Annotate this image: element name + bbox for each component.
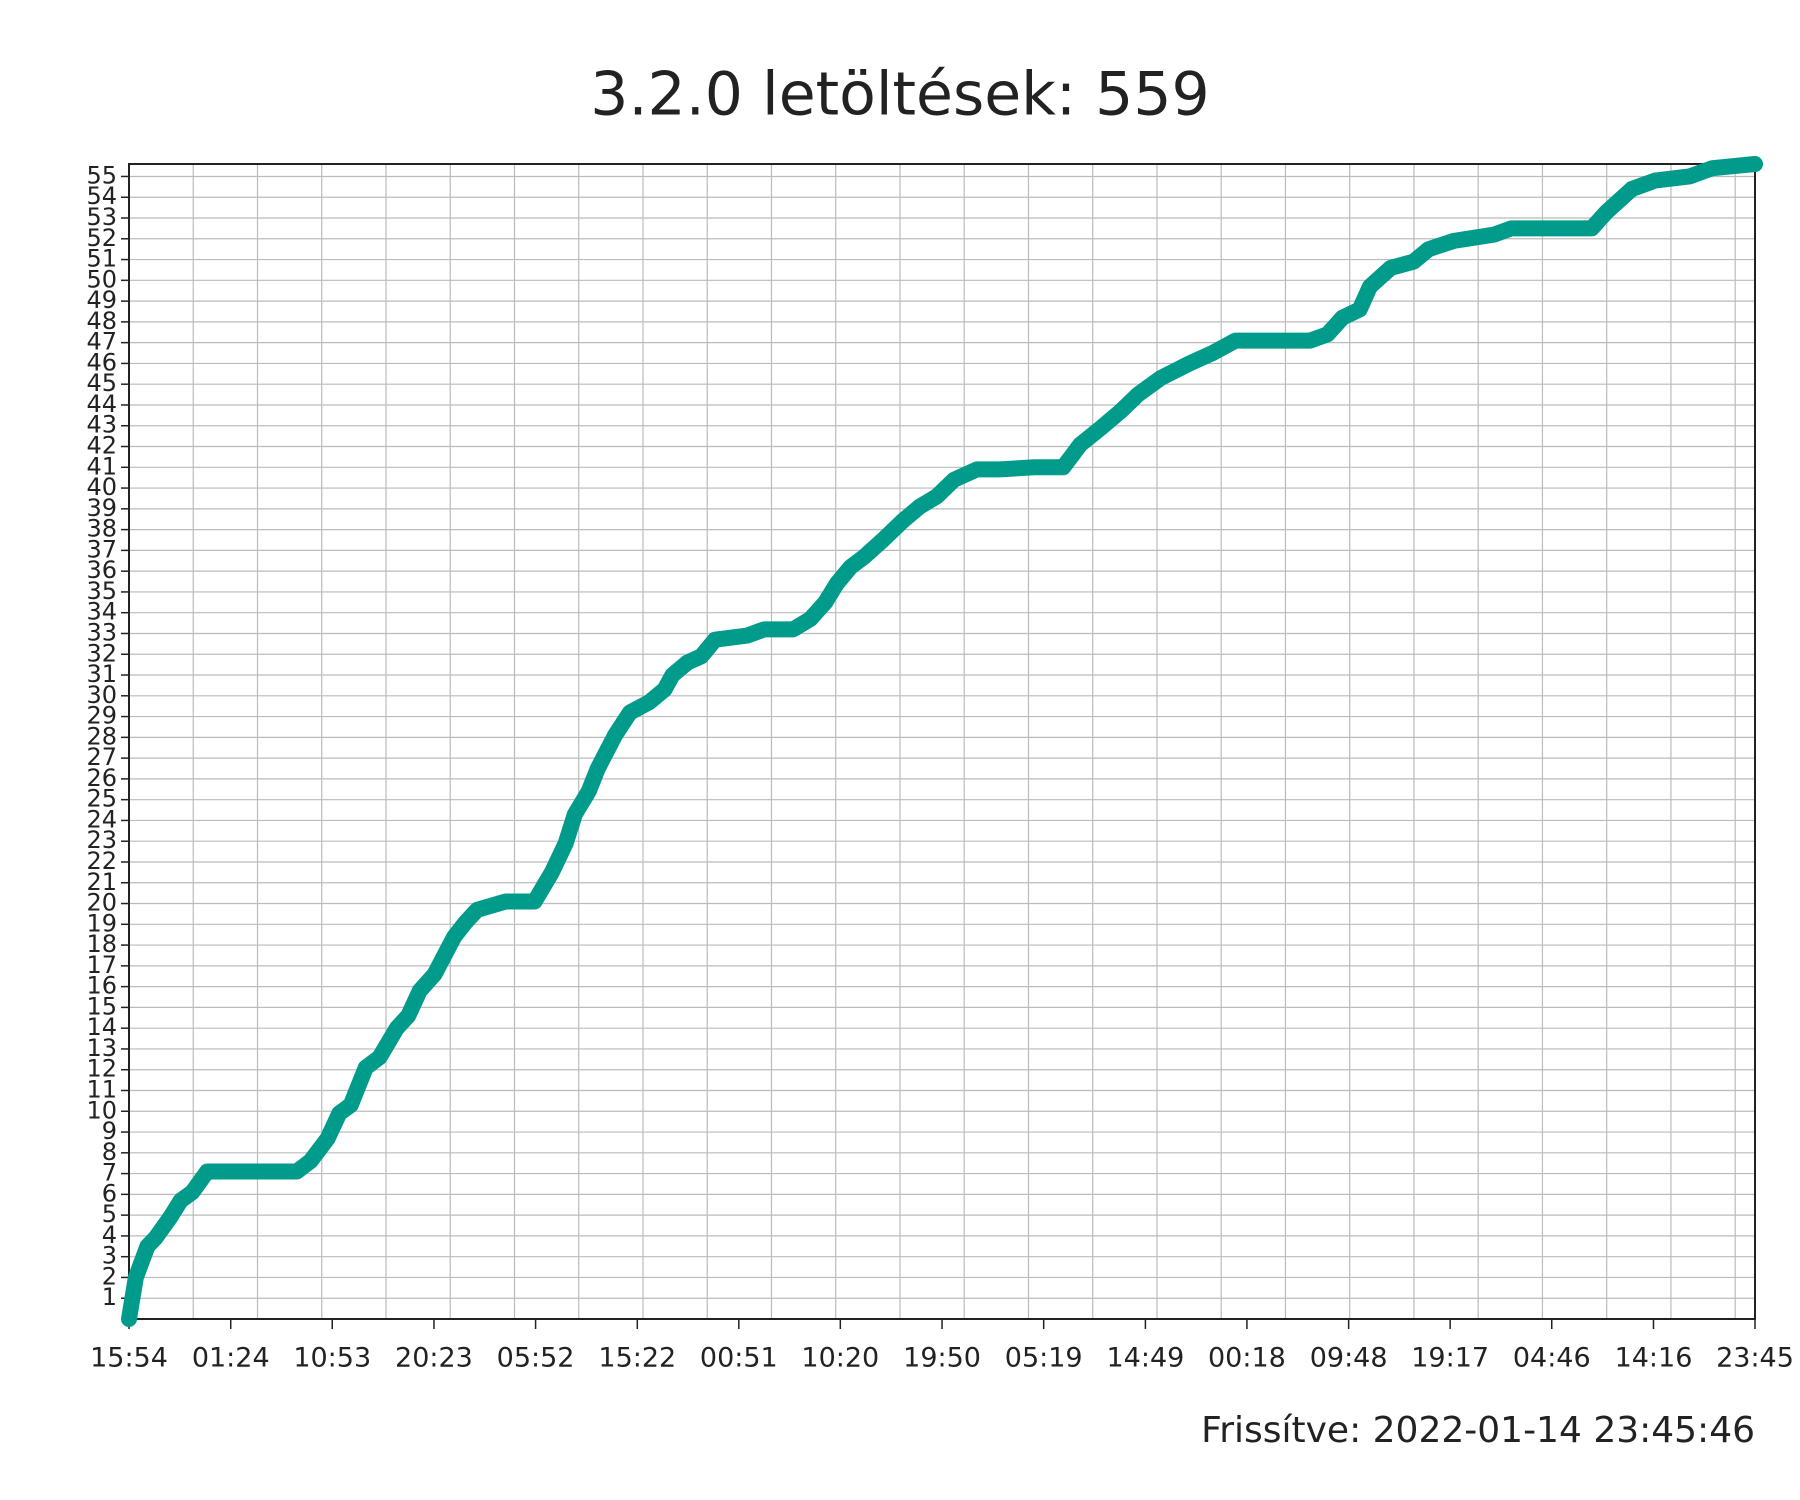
- plot-frame: [128, 163, 1756, 1320]
- y-tick-label: 16: [86, 972, 117, 1000]
- y-tick-label: 24: [86, 805, 117, 833]
- y-tick-label: 9: [102, 1117, 117, 1145]
- y-tick-label: 34: [86, 598, 117, 626]
- footer: Frissítve: 2022-01-14 23:45:46: [1201, 1410, 1755, 1451]
- x-tick-label: 04:46: [1513, 1343, 1591, 1374]
- y-tick-label: 10: [86, 1096, 117, 1124]
- y-tick-label: 49: [86, 286, 117, 314]
- y-tick-label: 18: [86, 930, 117, 958]
- y-tick-label: 27: [86, 743, 117, 771]
- x-tick-label: 14:16: [1615, 1343, 1693, 1374]
- y-tick-label: 33: [86, 618, 117, 646]
- y-tick-label: 39: [86, 494, 117, 522]
- y-tick-label: 28: [86, 722, 117, 750]
- y-tick-label: 51: [86, 245, 117, 273]
- x-tick-label: 19:17: [1411, 1343, 1489, 1374]
- y-tick-label: 37: [86, 535, 117, 563]
- y-tick-label: 19: [86, 909, 117, 937]
- y-tick-label: 2: [102, 1262, 117, 1290]
- y-tick-label: 7: [102, 1159, 117, 1187]
- x-tick-label: 23:45: [1716, 1343, 1794, 1374]
- y-tick-label: 48: [86, 307, 117, 335]
- y-tick-label: 32: [86, 639, 117, 667]
- y-tick-label: 30: [86, 681, 117, 709]
- y-tick-label: 47: [86, 328, 117, 356]
- y-tick-label: 36: [86, 556, 117, 584]
- x-tick-label: 14:49: [1106, 1343, 1184, 1374]
- y-tick-label: 20: [86, 889, 117, 917]
- y-tick-label: 50: [86, 265, 117, 293]
- x-tick-label: 09:48: [1310, 1343, 1388, 1374]
- y-tick-label: 8: [102, 1138, 117, 1166]
- chart-title: 3.2.0 letöltések: 559: [590, 60, 1209, 130]
- y-tick-label: 44: [86, 390, 117, 418]
- y-tick-label: 22: [86, 847, 117, 875]
- x-tick-label: 15:22: [598, 1343, 676, 1374]
- y-tick-label: 40: [86, 473, 117, 501]
- x-tick-label: 05:52: [497, 1343, 575, 1374]
- x-tick-label: 05:19: [1005, 1343, 1083, 1374]
- y-tick-label: 25: [86, 785, 117, 813]
- x-tick-label: 19:50: [903, 1343, 981, 1374]
- y-tick-label: 46: [86, 348, 117, 376]
- y-tick-label: 11: [86, 1075, 117, 1103]
- y-tick-label: 54: [86, 182, 117, 210]
- x-tick-label: 01:24: [192, 1343, 270, 1374]
- x-tick-label: 10:20: [801, 1343, 879, 1374]
- y-tick-label: 4: [102, 1221, 117, 1249]
- y-tick-label: 17: [86, 951, 117, 979]
- y-tick-label: 5: [102, 1200, 117, 1228]
- y-tick-label: 23: [86, 826, 117, 854]
- y-tick-label: 31: [86, 660, 117, 688]
- y-tick-label: 35: [86, 577, 117, 605]
- y-tick-label: 12: [86, 1055, 117, 1083]
- y-tick-label: 41: [86, 452, 117, 480]
- y-tick-label: 43: [86, 411, 117, 439]
- y-tick-label: 45: [86, 369, 117, 397]
- y-tick-label: 26: [86, 764, 117, 792]
- data-line: [121, 156, 1763, 1327]
- y-tick-label: 42: [86, 432, 117, 460]
- x-tick-label: 15:54: [90, 1343, 168, 1374]
- x-tick-label: 00:51: [700, 1343, 778, 1374]
- y-tick-label: 52: [86, 224, 117, 252]
- y-tick-label: 6: [102, 1179, 117, 1207]
- y-tick-label: 14: [86, 1013, 117, 1041]
- y-tick-label: 13: [86, 1034, 117, 1062]
- y-tick-label: 21: [86, 868, 117, 896]
- y-tick-label: 3: [102, 1242, 117, 1270]
- y-tick-label: 55: [86, 161, 117, 189]
- y-tick-label: 53: [86, 203, 117, 231]
- y-tick-label: 15: [86, 992, 117, 1020]
- y-tick-label: 1: [102, 1283, 117, 1311]
- y-tick-label: 38: [86, 515, 117, 543]
- x-tick-label: 20:23: [395, 1343, 473, 1374]
- x-tick-label: 00:18: [1208, 1343, 1286, 1374]
- y-tick-label: 29: [86, 702, 117, 730]
- x-tick-label: 10:53: [293, 1343, 371, 1374]
